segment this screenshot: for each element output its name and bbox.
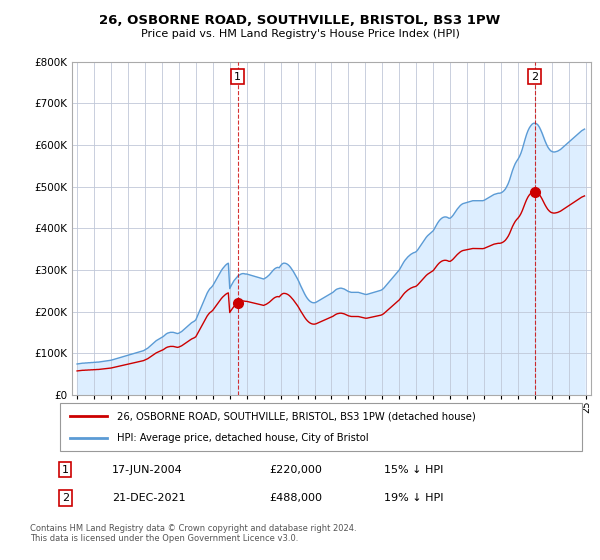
Text: 1: 1	[234, 72, 241, 82]
Text: 26, OSBORNE ROAD, SOUTHVILLE, BRISTOL, BS3 1PW (detached house): 26, OSBORNE ROAD, SOUTHVILLE, BRISTOL, B…	[118, 411, 476, 421]
Text: 21-DEC-2021: 21-DEC-2021	[112, 493, 186, 503]
Text: HPI: Average price, detached house, City of Bristol: HPI: Average price, detached house, City…	[118, 433, 369, 443]
Text: 1: 1	[62, 465, 69, 475]
Text: £488,000: £488,000	[269, 493, 322, 503]
Text: 2: 2	[62, 493, 69, 503]
Text: 15% ↓ HPI: 15% ↓ HPI	[383, 465, 443, 475]
Text: Contains HM Land Registry data © Crown copyright and database right 2024.
This d: Contains HM Land Registry data © Crown c…	[30, 524, 356, 543]
Text: 2: 2	[531, 72, 538, 82]
Text: 26, OSBORNE ROAD, SOUTHVILLE, BRISTOL, BS3 1PW: 26, OSBORNE ROAD, SOUTHVILLE, BRISTOL, B…	[100, 14, 500, 27]
Text: 19% ↓ HPI: 19% ↓ HPI	[383, 493, 443, 503]
Text: £220,000: £220,000	[269, 465, 322, 475]
Text: Price paid vs. HM Land Registry's House Price Index (HPI): Price paid vs. HM Land Registry's House …	[140, 29, 460, 39]
Text: 17-JUN-2004: 17-JUN-2004	[112, 465, 183, 475]
